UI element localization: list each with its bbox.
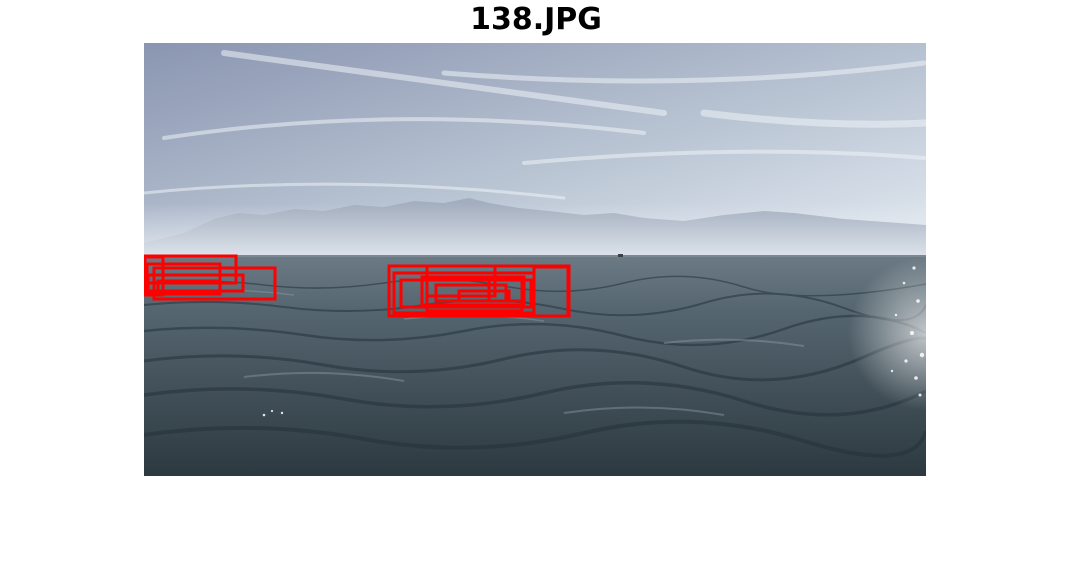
detection-box — [457, 289, 511, 303]
detection-boxes-center — [387, 264, 571, 318]
detection-box — [425, 278, 524, 313]
glints — [262, 266, 925, 417]
horizon — [144, 255, 926, 258]
image-title: 138.JPG — [470, 2, 602, 37]
detection-box — [532, 265, 570, 318]
photo — [144, 43, 926, 476]
detection-box — [420, 275, 526, 307]
haze — [144, 203, 926, 258]
detection-boxes-left — [144, 254, 277, 301]
sun-glare — [704, 257, 926, 476]
detection-box — [156, 279, 222, 293]
photo-canvas — [144, 43, 926, 476]
clouds — [144, 50, 926, 200]
detection-box — [152, 266, 277, 301]
distant-boat — [618, 254, 623, 257]
